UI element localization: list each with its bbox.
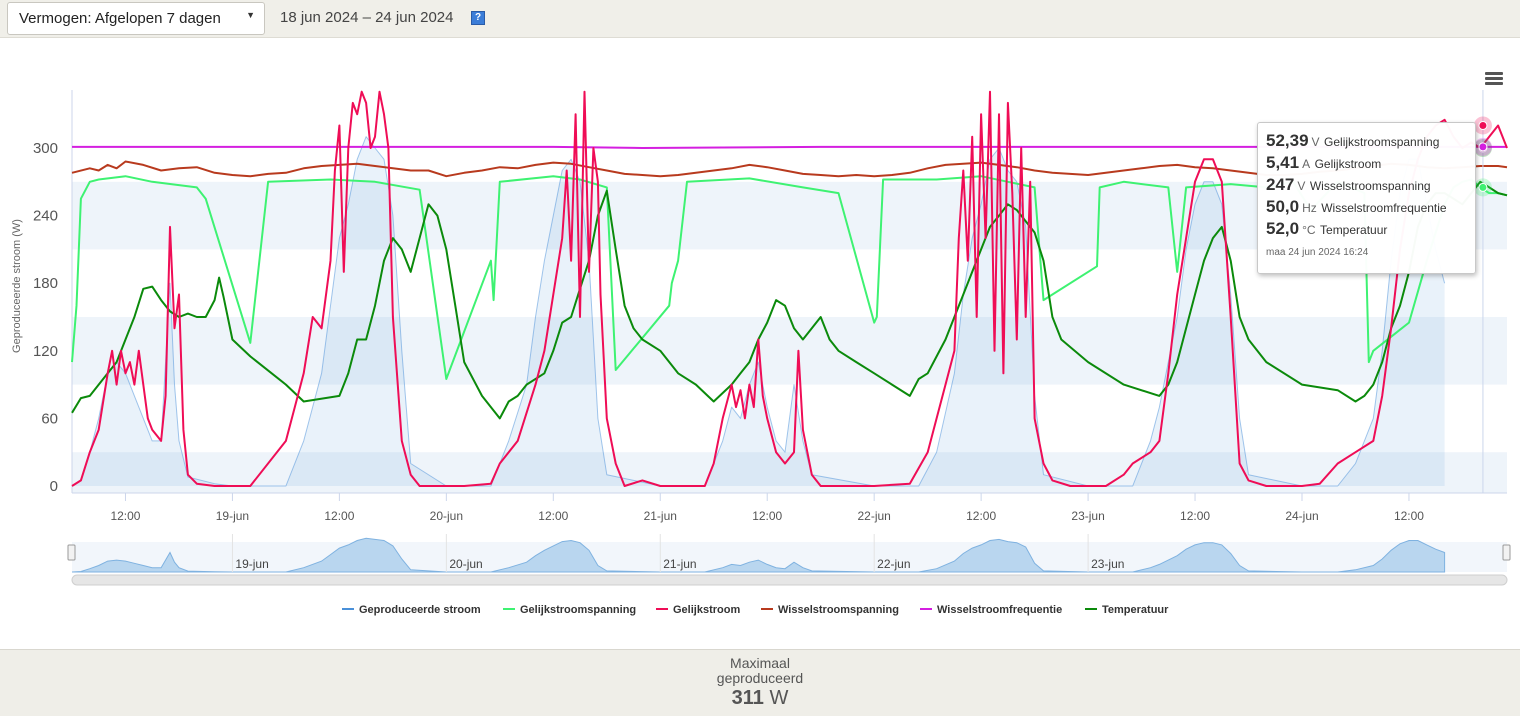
menu-icon[interactable] (1485, 72, 1503, 86)
hover-point (1478, 142, 1488, 152)
x-tick-label: 12:00 (966, 509, 996, 523)
legend-label: Gelijkstroomspanning (520, 604, 636, 616)
summary-footer: Maximaal geproduceerd 311 W (0, 649, 1520, 716)
y-tick-label: 180 (33, 275, 58, 292)
legend-label: Gelijkstroom (673, 604, 740, 616)
legend-item[interactable]: Wisselstroomfrequentie (920, 604, 1062, 616)
tooltip-row: 5,41 A Gelijkstroom (1266, 153, 1382, 172)
x-tick-label: 22-jun (857, 509, 890, 523)
y-axis-title: Geproduceerde stroom (W) (11, 219, 23, 353)
navigator-handle-left[interactable] (67, 544, 76, 561)
series-line-temperatuur (71, 180, 1508, 420)
date-range: 18 jun 2024 – 24 jun 2024 (280, 9, 454, 26)
x-tick-label: 12:00 (752, 509, 782, 523)
hover-markers (1473, 90, 1492, 493)
y-tick-label: 240 (33, 208, 58, 225)
navigator: 19-jun 20-jun 21-jun 22-jun 23-jun (67, 534, 1511, 586)
legend-item[interactable]: Gelijkstroomspanning (503, 604, 636, 616)
y-tick-label: 60 (41, 410, 58, 427)
hover-point (1478, 182, 1488, 192)
series-line-gelijkstroom (71, 90, 1508, 487)
tooltip: 52,39 V Gelijkstroomspanning 5,41 A Gelijk… (1257, 122, 1476, 274)
x-tick-label: 23-jun (1071, 509, 1104, 523)
legend: Geproduceerde stroom Gelijkstroomspanning… (342, 604, 1169, 616)
tooltip-row: 52,0 °C Temperatuur (1266, 219, 1388, 238)
legend-item[interactable]: Temperatuur (1085, 604, 1169, 616)
navigator-label: 22-jun (877, 557, 910, 571)
legend-label: Wisselstroomfrequentie (937, 604, 1062, 616)
y-tick-label: 120 (33, 343, 58, 360)
legend-label: Wisselstroomspanning (778, 604, 899, 616)
tooltip-row: 50,0 Hz Wisselstroomfrequentie (1266, 197, 1447, 216)
navigator-label: 23-jun (1091, 557, 1124, 571)
toolbar: Vermogen: Afgelopen 7 dagen ▼ 18 jun 202… (0, 0, 1520, 38)
legend-item[interactable]: Gelijkstroom (656, 604, 740, 616)
x-tick-label: 12:00 (1180, 509, 1210, 523)
x-tick-label: 12:00 (538, 509, 568, 523)
navigator-handle-right[interactable] (1502, 544, 1511, 561)
period-select-label: Vermogen: Afgelopen 7 dagen (19, 10, 221, 27)
y-tick-label: 0 (50, 478, 58, 495)
scrollbar[interactable] (71, 574, 1508, 586)
series-line-gelijkstroomspanning (71, 175, 1508, 380)
x-tick-label: 19-jun (216, 509, 249, 523)
x-tick-label: 12:00 (324, 509, 354, 523)
navigator-label: 19-jun (235, 557, 268, 571)
x-tick-label: 12:00 (1394, 509, 1424, 523)
summary-value: 311 W (731, 687, 789, 709)
legend-label: Temperatuur (1102, 604, 1169, 616)
help-icon[interactable]: ? (471, 11, 485, 25)
x-tick-label: 24-jun (1285, 509, 1318, 523)
x-tick-label: 20-jun (430, 509, 463, 523)
power-chart: 0 60 120 180 240 300 Geproduceerde stroom (W)… (11, 90, 1511, 616)
chevron-down-icon: ▼ (246, 10, 255, 20)
series-line-wisselstroomfrequentie (72, 145, 1507, 149)
navigator-label: 21-jun (663, 557, 696, 571)
summary-label: Maximaal geproduceerd (716, 655, 804, 686)
tooltip-row: 247 V Wisselstroomspanning (1266, 175, 1431, 194)
x-tick-label: 12:00 (110, 509, 140, 523)
tooltip-date: maa 24 jun 2024 16:24 (1266, 247, 1369, 258)
legend-item[interactable]: Wisselstroomspanning (761, 604, 899, 616)
tooltip-row: 52,39 V Gelijkstroomspanning (1266, 131, 1440, 150)
x-axis: 12:00 19-jun 12:00 20-jun 12:00 21-jun 12:00 22… (72, 492, 1507, 523)
y-axis: 0 60 120 180 240 300 (33, 90, 73, 495)
navigator-label: 20-jun (449, 557, 482, 571)
legend-item[interactable]: Geproduceerde stroom (342, 604, 481, 616)
period-select[interactable]: Vermogen: Afgelopen 7 dagen ▼ (7, 2, 265, 35)
legend-label: Geproduceerde stroom (359, 604, 481, 616)
hover-point (1478, 120, 1488, 130)
x-tick-label: 21-jun (644, 509, 677, 523)
y-tick-label: 300 (33, 140, 58, 157)
series-area-geproduceerde-stroom (72, 136, 1445, 486)
grid-band (72, 317, 1507, 385)
